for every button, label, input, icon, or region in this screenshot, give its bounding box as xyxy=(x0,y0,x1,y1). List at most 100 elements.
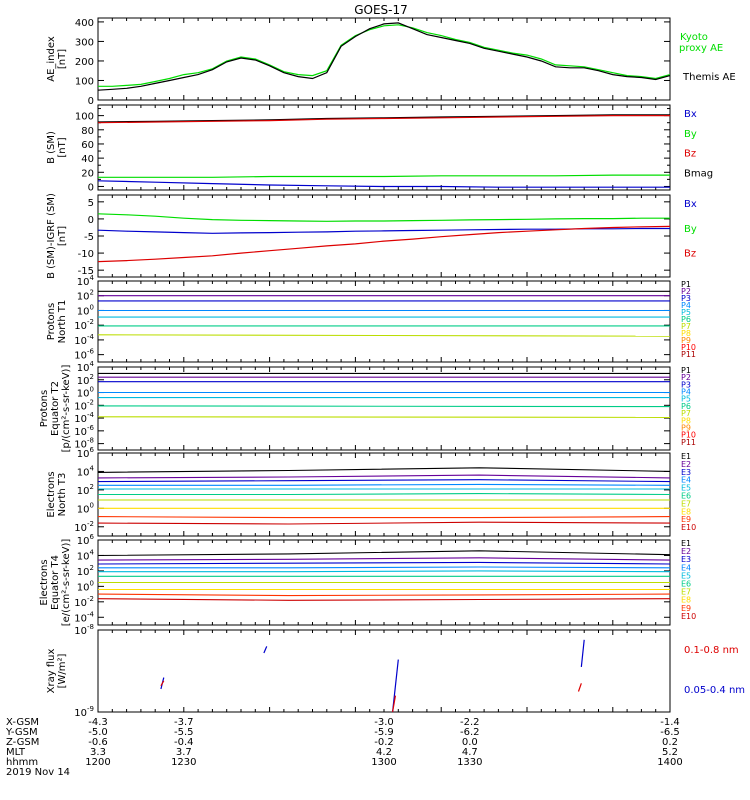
y-tick-label: 40 xyxy=(81,154,94,165)
y-axis-label: Protons xyxy=(39,390,50,427)
legend-entry: 0.05-0.4 nm xyxy=(684,685,745,696)
time-axis-value: 1330 xyxy=(457,757,482,768)
series-line xyxy=(98,174,670,178)
time-axis-value: 1200 xyxy=(85,757,110,768)
legend-entry: E9 xyxy=(681,515,691,524)
panel-8: 10-9 10-8 Xray flux [W/m²] 0.1-0.8 nm 0.05-0.… xyxy=(46,623,745,719)
y-axis-label: Equator T4 xyxy=(50,555,61,610)
series-line xyxy=(97,22,671,91)
time-axis-value: -5.5 xyxy=(174,727,194,738)
legend-entry: E6 xyxy=(681,580,691,589)
legend-entry: E9 xyxy=(681,604,691,613)
y-tick-label: 100 xyxy=(77,386,94,400)
legend-entry: proxy AE xyxy=(679,43,723,54)
y-tick-label: 10-4 xyxy=(74,411,94,425)
y-axis-label: Protons xyxy=(46,303,57,340)
y-tick-label: 102 xyxy=(77,564,94,578)
y-axis-label: Xray flux xyxy=(46,649,57,694)
time-axis-value: -6.5 xyxy=(660,727,680,738)
legend-entry: P7 xyxy=(681,322,691,331)
series-line xyxy=(98,483,671,486)
y-tick-label: 10-6 xyxy=(74,424,94,438)
legend-entry: P11 xyxy=(681,350,696,359)
legend-entry: E3 xyxy=(681,555,691,564)
time-axis-table: X-GSM -4.3 -3.7 -3.0 -2.2 -1.4 Y-GSM -5.0 -5.5 -5… xyxy=(5,717,683,768)
y-tick-label: 200 xyxy=(75,57,94,68)
time-axis-row-label: hhmm xyxy=(6,757,38,768)
time-axis-row-label: Z-GSM xyxy=(6,737,39,748)
legend-entry: P1 xyxy=(681,280,691,289)
y-tick-label: 10-4 xyxy=(74,610,94,624)
y-tick-label: 104 xyxy=(77,274,95,288)
legend-entry: P2 xyxy=(681,287,691,296)
time-axis-value: -3.0 xyxy=(374,717,394,728)
series-line xyxy=(98,566,671,569)
legend-entry: By xyxy=(684,129,697,140)
time-axis-value: -2.2 xyxy=(460,717,480,728)
y-tick-label: 0 xyxy=(88,215,94,226)
legend-entry: P2 xyxy=(681,373,691,382)
legend-entry: Bmag xyxy=(684,168,713,179)
panel-frame xyxy=(97,280,671,363)
plot-title: GOES-17 xyxy=(354,3,408,17)
y-axis-label: Electrons xyxy=(46,471,57,517)
series-line xyxy=(97,416,671,418)
series-line xyxy=(97,557,671,561)
time-axis-value: 0.2 xyxy=(662,737,678,748)
time-axis-value: -0.4 xyxy=(174,737,194,748)
y-tick-label: 10-2 xyxy=(74,318,94,332)
legend-entry: P8 xyxy=(681,329,691,338)
legend-entry: E1 xyxy=(681,539,691,548)
time-axis-value: -5.0 xyxy=(88,727,108,738)
series-line xyxy=(97,114,670,124)
series-line xyxy=(97,521,671,525)
time-axis-value: 1400 xyxy=(657,757,682,768)
series-line xyxy=(97,516,671,519)
y-axis-label: B (SM) xyxy=(46,131,57,164)
time-axis-value: -0.2 xyxy=(374,737,394,748)
y-axis-label: [nT] xyxy=(57,137,68,157)
y-tick-label: -15 xyxy=(78,266,94,277)
series-line xyxy=(97,561,671,565)
time-axis-row-label: X-GSM xyxy=(6,717,39,728)
series-line xyxy=(97,474,671,479)
time-axis-value: -4.3 xyxy=(88,717,108,728)
xray-segment xyxy=(391,695,397,713)
series-line xyxy=(97,225,671,263)
series-line xyxy=(97,114,670,123)
time-axis-value: 3.7 xyxy=(176,747,192,758)
legend-entry: P5 xyxy=(681,395,691,404)
y-tick-label: 10-2 xyxy=(74,520,94,534)
legend-entry: 0.1-0.8 nm xyxy=(684,645,739,656)
legend-entry: Bx xyxy=(684,109,697,120)
y-axis-label: [nT] xyxy=(57,49,68,69)
y-axis-label: [e/(cm²-s-sr-keV)] xyxy=(61,539,72,627)
legend-entry: P5 xyxy=(681,308,691,317)
y-tick-label: 100 xyxy=(77,579,94,593)
panel-frame xyxy=(97,194,671,278)
series-line xyxy=(98,493,671,496)
legend-entry: P11 xyxy=(681,438,696,447)
y-tick-label: 60 xyxy=(81,140,94,151)
y-tick-label: -10 xyxy=(78,249,94,260)
time-axis-value: 4.2 xyxy=(376,747,392,758)
series-line xyxy=(97,227,670,234)
y-tick-label: 10-6 xyxy=(74,348,94,362)
y-tick-label: 104 xyxy=(77,548,95,562)
series-line xyxy=(97,334,671,337)
legend-entry: P9 xyxy=(681,336,691,345)
y-tick-label: 10-9 xyxy=(74,705,94,719)
series-line xyxy=(98,24,671,87)
y-tick-label: 100 xyxy=(75,112,94,123)
legend-entry: E8 xyxy=(681,596,691,605)
legend-entry: E10 xyxy=(681,612,696,621)
y-axis-label: [nT] xyxy=(57,226,68,246)
legend-entry: P1 xyxy=(681,366,691,375)
series-line xyxy=(97,593,671,597)
legend-entry: P6 xyxy=(681,315,691,324)
y-tick-label: 104 xyxy=(77,360,95,374)
legend-entry: E4 xyxy=(681,563,691,572)
